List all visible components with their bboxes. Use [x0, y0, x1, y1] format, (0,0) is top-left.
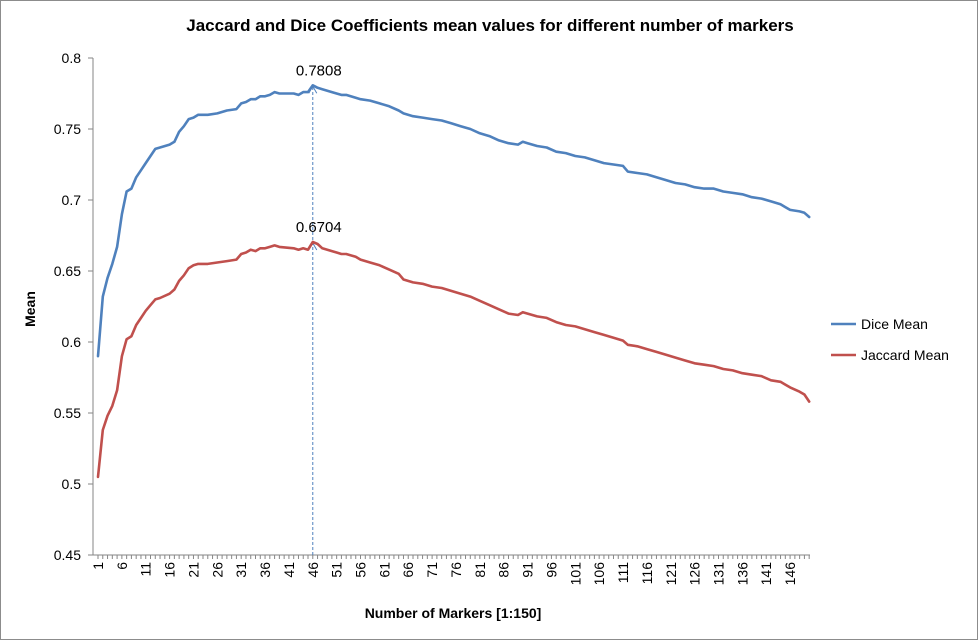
y-tick-label: 0.6	[62, 334, 82, 350]
x-tick-label: 76	[448, 562, 464, 578]
x-axis-title: Number of Markers [1:150]	[365, 605, 542, 621]
x-tick-label: 131	[710, 562, 726, 586]
x-tick-label: 81	[472, 562, 488, 578]
series-line-dice-mean	[96, 84, 811, 358]
y-tick-label: 0.75	[54, 121, 81, 137]
y-tick-label: 0.7	[62, 192, 82, 208]
x-tick-label: 116	[639, 562, 655, 585]
x-tick-label: 106	[591, 562, 607, 586]
x-tick-label: 91	[520, 562, 536, 578]
x-tick-label: 121	[663, 562, 679, 586]
x-tick-label: 86	[496, 562, 512, 578]
y-axis-title: Mean	[22, 291, 38, 327]
x-tick-label: 71	[424, 562, 440, 578]
x-tick-label: 11	[138, 562, 154, 577]
x-tick-label: 66	[400, 562, 416, 578]
x-tick-label: 146	[782, 562, 798, 586]
x-tick-label: 126	[687, 562, 703, 586]
x-tick-label: 16	[162, 562, 178, 578]
y-tick-label: 0.55	[54, 405, 81, 421]
legend-label-dice-mean: Dice Mean	[861, 316, 928, 332]
x-tick-label: 141	[758, 562, 774, 586]
x-tick-label: 96	[543, 562, 559, 578]
x-tick-label: 1	[90, 562, 106, 570]
x-tick-label: 31	[233, 562, 249, 578]
x-tick-label: 26	[209, 562, 225, 578]
y-tick-label: 0.65	[54, 263, 81, 279]
x-tick-label: 36	[257, 562, 273, 578]
x-tick-label: 51	[329, 562, 345, 578]
y-tick-label: 0.5	[62, 476, 82, 492]
legend-label-jaccard-mean: Jaccard Mean	[861, 347, 949, 363]
y-tick-label: 0.8	[62, 50, 82, 66]
annotation-label: 0.6704	[296, 219, 342, 236]
plot-area: 0.450.50.550.60.650.70.750.81 6 11 16 21 26 31…	[54, 50, 811, 586]
x-tick-label: 21	[185, 562, 201, 578]
x-tick-label: 46	[305, 562, 321, 578]
series-line-jaccard-mean	[96, 240, 811, 479]
y-tick-label: 0.45	[54, 547, 81, 563]
annotation-label: 0.7808	[296, 62, 342, 79]
x-tick-label: 101	[567, 562, 583, 586]
x-tick-label: 111	[615, 562, 631, 583]
x-tick-label: 41	[281, 562, 297, 578]
x-tick-label: 61	[376, 562, 392, 578]
chart-title: Jaccard and Dice Coefficients mean value…	[186, 16, 793, 35]
legend: Dice Mean Jaccard Mean	[831, 316, 949, 363]
x-tick-label: 6	[114, 562, 130, 570]
x-tick-label: 136	[734, 562, 750, 586]
x-tick-label: 56	[353, 562, 369, 578]
